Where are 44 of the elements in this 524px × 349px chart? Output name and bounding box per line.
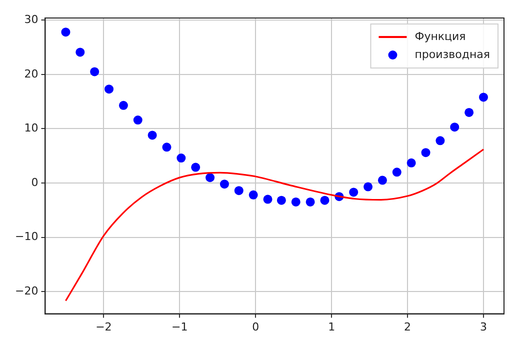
point — [406, 158, 416, 168]
y-tick-label: −20 — [14, 284, 38, 298]
point — [191, 162, 200, 172]
y-tick-label: 20 — [24, 67, 38, 80]
x-tick-label: 0 — [252, 320, 260, 334]
x-tick-label: 2 — [404, 320, 412, 334]
legend-label: производная — [414, 48, 490, 61]
y-tick-label: −10 — [14, 230, 38, 244]
point — [464, 108, 474, 117]
legend-label: Функция — [414, 30, 466, 43]
point — [276, 196, 286, 205]
point — [133, 116, 142, 125]
point — [162, 142, 172, 152]
point — [378, 176, 387, 185]
y-tick-label: 10 — [24, 122, 38, 135]
x-tick-label: 3 — [480, 320, 487, 334]
x-tick-label: −2 — [96, 320, 112, 334]
point — [206, 173, 215, 182]
point — [61, 28, 70, 37]
y-tick-label: 30 — [24, 13, 38, 26]
point — [364, 182, 373, 192]
point — [220, 180, 229, 189]
point — [263, 194, 272, 204]
point — [436, 136, 445, 146]
point — [118, 100, 128, 110]
point — [421, 148, 430, 158]
point — [90, 67, 100, 76]
point — [478, 92, 488, 102]
point — [176, 154, 186, 163]
point — [392, 168, 402, 177]
point — [234, 186, 244, 196]
point — [320, 196, 330, 205]
x-tick-label: 1 — [328, 320, 336, 334]
point — [306, 197, 315, 206]
point — [76, 48, 85, 57]
point — [248, 190, 258, 200]
point — [450, 122, 460, 132]
x-tick-label: −1 — [172, 320, 188, 334]
point — [104, 84, 114, 94]
point — [291, 197, 300, 206]
line-series — [64, 148, 484, 302]
y-tick-label: 0 — [31, 176, 38, 189]
point — [148, 130, 157, 140]
point — [349, 188, 358, 197]
